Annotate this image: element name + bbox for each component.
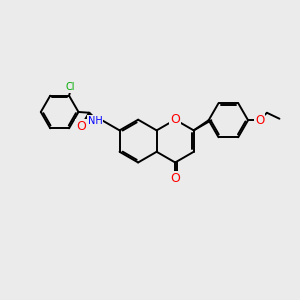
Text: O: O (170, 113, 180, 126)
Text: NH: NH (88, 116, 102, 126)
Text: O: O (170, 172, 180, 185)
Text: O: O (76, 120, 86, 133)
Text: Cl: Cl (66, 82, 75, 92)
Text: O: O (255, 114, 264, 127)
